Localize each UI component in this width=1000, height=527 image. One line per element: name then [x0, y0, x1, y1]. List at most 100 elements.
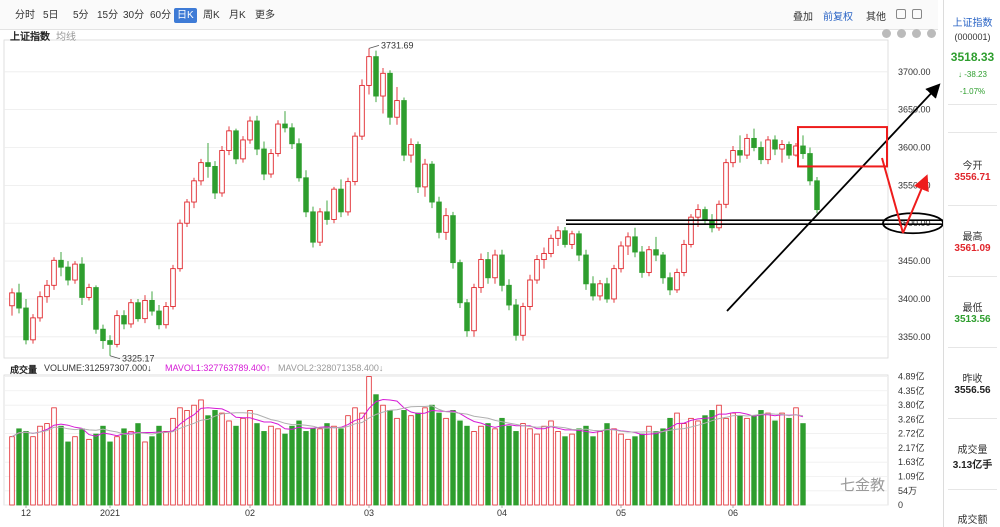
minus-icon[interactable] — [882, 29, 891, 38]
volume-bar — [422, 407, 428, 506]
gear-icon[interactable] — [912, 29, 921, 38]
volume-tick-label: 3.26亿 — [898, 413, 925, 424]
volume-bar — [723, 417, 729, 506]
candle-body — [261, 148, 267, 175]
candlesticks[interactable] — [9, 48, 820, 356]
candle-body — [9, 292, 15, 307]
mavol2-value: MAVOL2:328071358.400↓ — [278, 363, 384, 373]
candle-body — [401, 100, 407, 156]
candle-body — [114, 315, 120, 345]
candle-body — [478, 259, 484, 289]
timeframe-2[interactable]: 5分 — [73, 10, 89, 21]
rebound-arrow — [902, 174, 929, 234]
volume-bar — [772, 420, 778, 506]
timeframe-3[interactable]: 15分 — [97, 10, 119, 21]
volume-bar — [464, 425, 470, 506]
candle-body — [667, 277, 673, 291]
candle-body — [772, 139, 778, 150]
price-change-value: -38.23 — [964, 70, 987, 79]
sidebar-title[interactable]: 上证指数 — [952, 18, 993, 29]
candle-body — [786, 144, 792, 156]
fullscreen-icon[interactable] — [912, 9, 922, 19]
ma-selector[interactable]: 均线 — [56, 32, 76, 43]
volume-bar — [604, 423, 610, 506]
candle-body — [569, 233, 575, 245]
low-value: 3513.56 — [954, 314, 991, 325]
timeframe-4[interactable]: 30分 — [123, 10, 145, 21]
kline-chart[interactable]: 3350.00 3400.00 3450.00 3500.00 3550.00 3600.… — [0, 0, 943, 527]
candle-body — [674, 271, 680, 291]
volume-bar — [30, 436, 36, 506]
volume-bar — [366, 376, 372, 506]
candle-body — [639, 251, 645, 273]
last-price: 3518.33 — [950, 50, 995, 64]
volume-bar — [114, 436, 120, 506]
close-icon[interactable] — [927, 29, 936, 38]
volume-bar — [737, 415, 743, 506]
candle-body — [681, 243, 687, 273]
amount-label: 成交额 — [957, 515, 988, 526]
date-axis: 12 2021 02 03 04 05 06 — [21, 505, 738, 518]
timeframe-8[interactable]: 月K — [229, 10, 246, 21]
volume-bar — [478, 425, 484, 506]
timeframe-7[interactable]: 周K — [203, 10, 220, 21]
timeframe-toolbar: 分时 5日 5分 15分 30分 60分 日K 周K 月K 更多 叠加 前复权 其他 — [0, 0, 938, 30]
plus-icon[interactable] — [897, 29, 906, 38]
timeframe-6[interactable]: 日K — [174, 8, 197, 23]
volume-bar — [541, 425, 547, 506]
volume-bar — [191, 404, 197, 506]
candle-body — [226, 130, 232, 151]
adjust-menu[interactable]: 前复权 — [823, 12, 853, 23]
candle-body — [359, 84, 365, 137]
index-code: (000001) — [954, 32, 991, 42]
volume-bar — [37, 425, 43, 506]
price-tick-label: 3600.00 — [898, 143, 931, 153]
open-value: 3556.71 — [954, 172, 991, 183]
candle-body — [625, 236, 631, 247]
candle-body — [65, 266, 71, 281]
candle-body — [30, 317, 36, 341]
other-menu[interactable]: 其他 — [866, 12, 886, 23]
min-pointer — [109, 355, 121, 360]
volume-bar — [324, 423, 330, 506]
candle-body — [205, 162, 211, 167]
candle-body — [611, 268, 617, 300]
candle-body — [604, 283, 610, 300]
candle-body — [142, 300, 148, 320]
timeframe-9[interactable]: 更多 — [255, 10, 275, 21]
price-tick-label: 3650.00 — [898, 105, 931, 115]
candle-body — [254, 120, 260, 150]
settings-icon[interactable] — [896, 9, 906, 19]
timeframe-5[interactable]: 60分 — [150, 10, 172, 21]
candle-body — [814, 180, 820, 211]
volume-bar — [548, 420, 554, 506]
volume-bar — [128, 431, 134, 506]
candle-body — [268, 153, 274, 175]
candle-body — [646, 249, 652, 273]
volume-bar — [121, 428, 127, 506]
volume-tick-label: 3.80亿 — [898, 399, 925, 410]
volume-bar — [758, 410, 764, 506]
mavol2-line — [11, 405, 804, 438]
volume-bar — [590, 436, 596, 506]
mavol1-value: MAVOL1:327763789.400↑ — [165, 363, 271, 373]
volume-bar — [534, 433, 540, 506]
candle-body — [716, 203, 722, 229]
volume-bar — [436, 412, 442, 506]
volume-bar — [779, 412, 785, 506]
timeframe-0[interactable]: 分时 — [15, 10, 35, 21]
volume-stat-value: 3.13亿手 — [952, 460, 993, 471]
range-box — [797, 126, 888, 168]
annotations: 3731.69 3325.17 — [109, 40, 943, 364]
x-tick-label: 04 — [497, 508, 507, 518]
x-tick-label: 05 — [616, 508, 626, 518]
candle-body — [149, 300, 155, 312]
timeframe-1[interactable]: 5日 — [43, 10, 59, 21]
candle-body — [128, 302, 134, 325]
volume-bar — [23, 431, 29, 506]
candle-body — [422, 163, 428, 188]
overlay-menu[interactable]: 叠加 — [793, 12, 813, 23]
candle-body — [37, 296, 43, 319]
volume-bar — [562, 436, 568, 506]
candle-body — [429, 163, 435, 203]
